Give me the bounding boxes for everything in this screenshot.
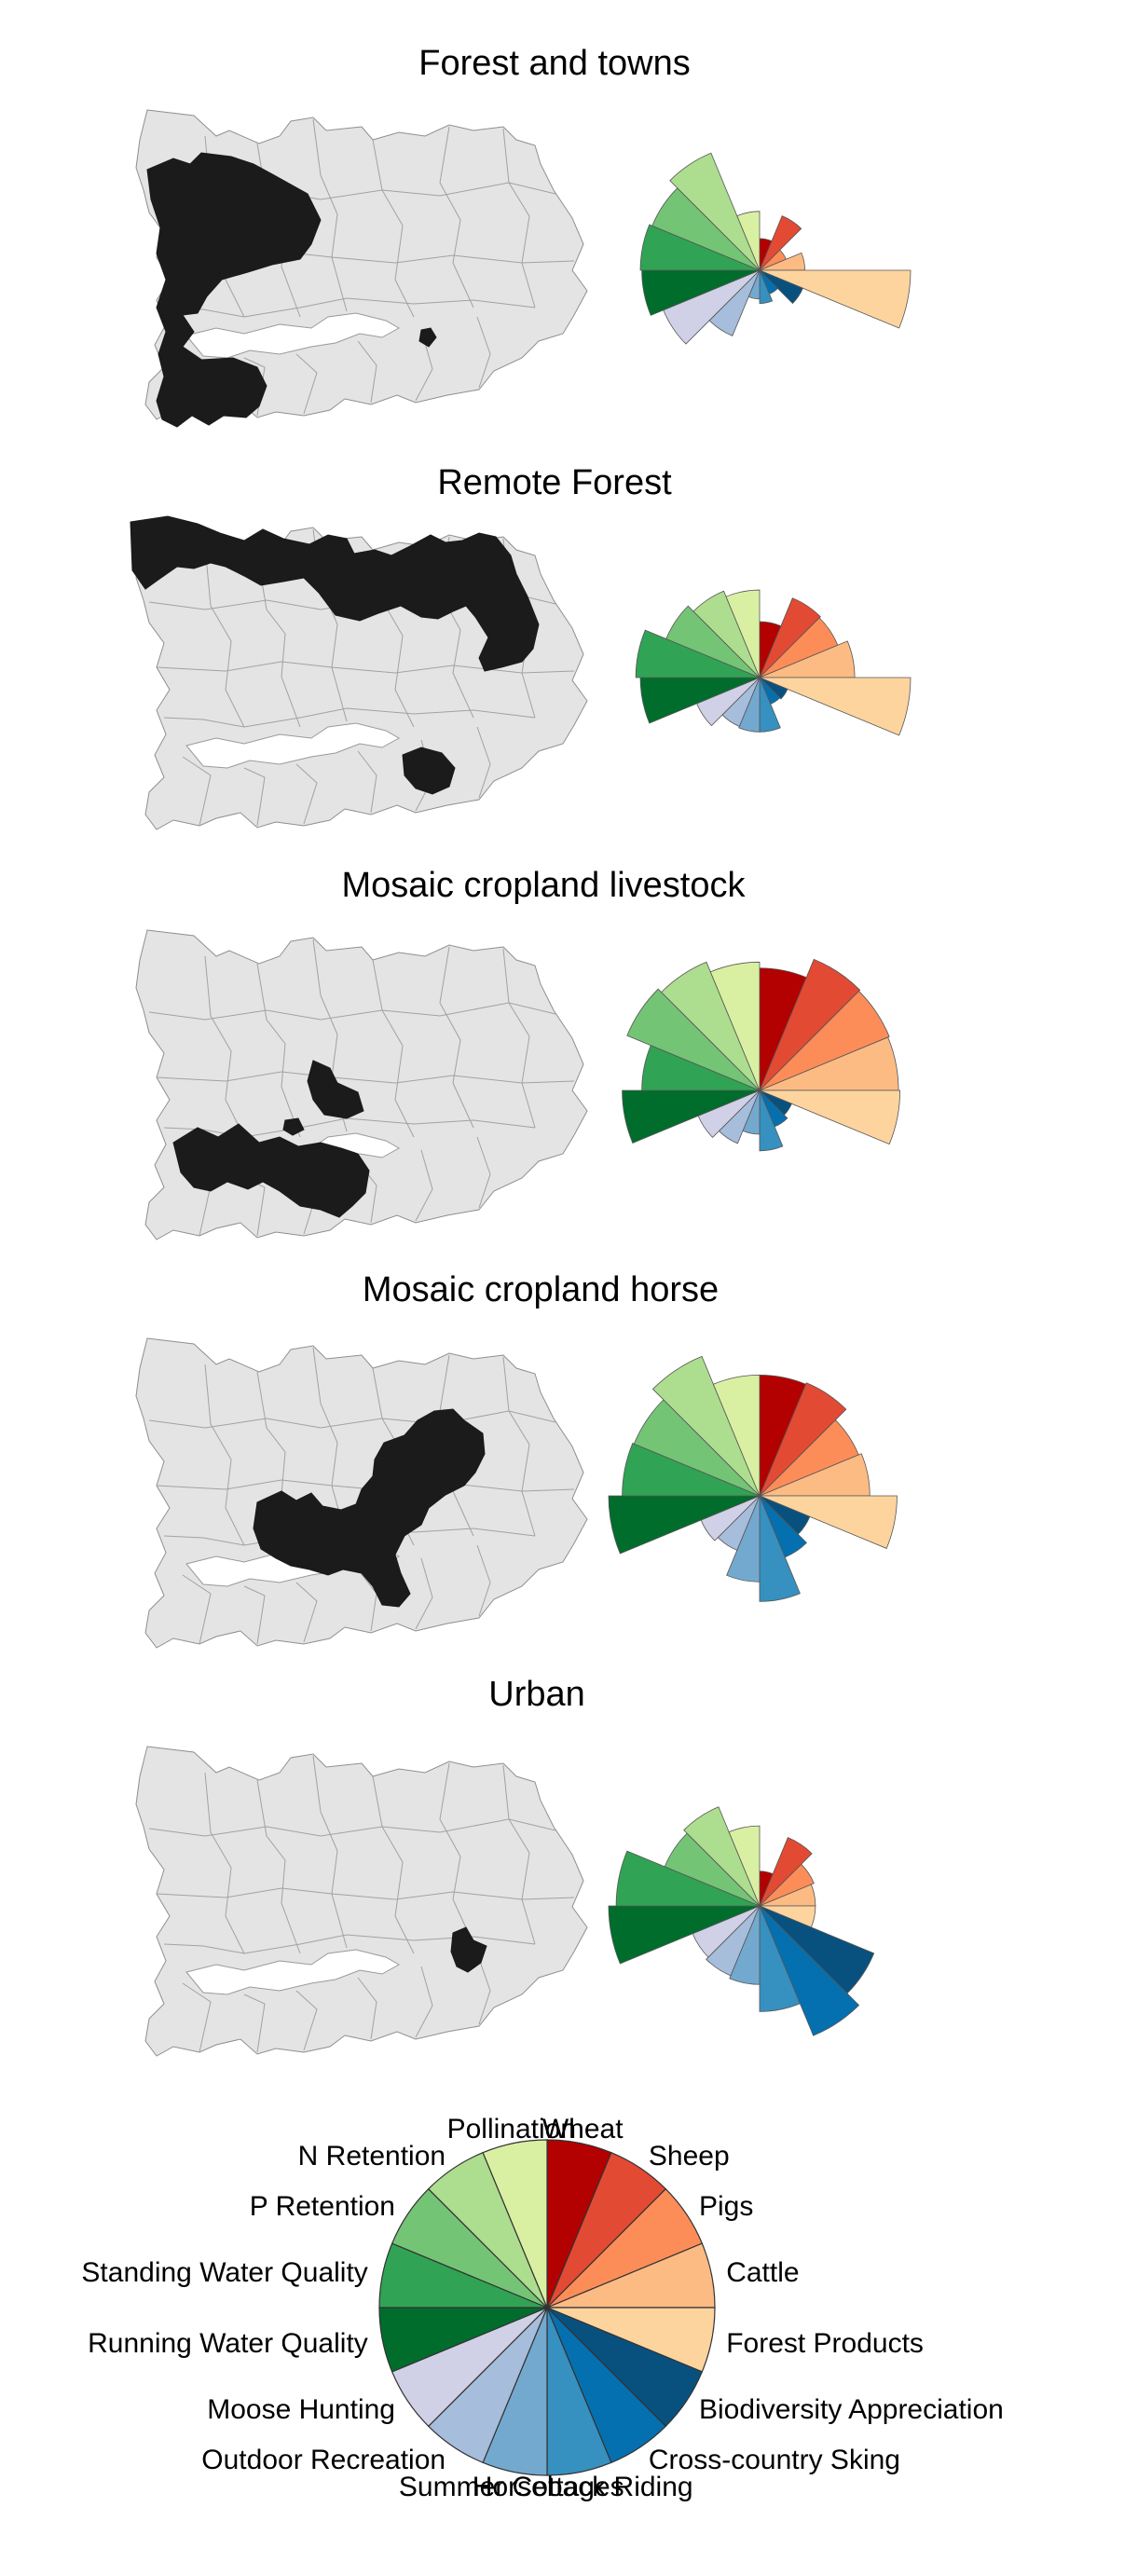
polar-wedge	[728, 1825, 761, 1907]
polar-wedge	[759, 1089, 901, 1145]
polar-wedge	[759, 597, 821, 678]
polar-wedge	[665, 605, 761, 678]
polar-wedge	[759, 1382, 847, 1497]
polar-wedge	[759, 990, 890, 1091]
polar-wedge	[759, 1837, 813, 1907]
polar-wedge	[622, 1443, 761, 1497]
panel-title: Mosaic cropland livestock	[342, 866, 747, 905]
polar-wedge	[651, 1355, 761, 1497]
legend-pie: Wheat Sheep Pigs Cattle Forest Products Biodi…	[81, 2114, 1003, 2502]
polar-wedge	[759, 1863, 815, 1907]
legend-label: Cattle	[726, 2257, 799, 2288]
polar-area-chart	[608, 1355, 898, 1602]
selected-region	[172, 1123, 370, 1218]
legend-label: Running Water Quality	[88, 2328, 368, 2359]
polar-wedge	[639, 224, 761, 271]
polar-wedge	[608, 1905, 761, 1965]
polar-wedge	[712, 1374, 761, 1497]
polar-wedge	[626, 988, 761, 1091]
legend-label: Horseback Riding	[473, 2472, 693, 2502]
polar-wedge	[729, 1905, 761, 1985]
legend-label: Pollination	[447, 2114, 576, 2144]
panel-title: Forest and towns	[418, 44, 690, 83]
legend-label: Wheat	[542, 2114, 624, 2144]
legend-label: Forest Products	[726, 2328, 924, 2359]
polar-wedge	[759, 1089, 784, 1152]
polar-wedge	[759, 269, 912, 329]
selected-region	[450, 1926, 487, 1973]
polar-wedge	[759, 677, 788, 700]
polar-wedge	[615, 1850, 761, 1907]
polar-wedge	[759, 677, 912, 736]
panel-title: Remote Forest	[437, 463, 672, 502]
polar-wedge	[726, 1495, 761, 1583]
legend-label: Pigs	[699, 2191, 753, 2222]
polar-wedge	[759, 269, 803, 305]
legend-label: Biodiversity Appreciation	[699, 2394, 1004, 2425]
selected-region	[130, 515, 540, 672]
legend-label: Outdoor Recreation	[201, 2445, 445, 2475]
map	[135, 929, 588, 1240]
polar-wedge	[725, 589, 761, 678]
legend-label: Sheep	[649, 2141, 730, 2172]
selected-region	[146, 152, 322, 428]
polar-wedge	[759, 1905, 860, 2036]
polar-wedge	[635, 629, 761, 678]
polar-wedge	[759, 958, 861, 1091]
polar-wedge	[661, 961, 761, 1091]
polar-area-chart	[608, 1806, 875, 2036]
legend-label: Standing Water Quality	[81, 2257, 367, 2288]
polar-wedge	[622, 1089, 761, 1144]
polar-wedge	[736, 211, 761, 271]
legend-label: N Retention	[298, 2141, 445, 2172]
polar-wedge	[759, 1495, 801, 1602]
polar-area-chart	[635, 589, 912, 736]
panel-title: Urban	[488, 1675, 585, 1714]
polar-wedge	[608, 1495, 761, 1555]
polar-wedge	[669, 152, 761, 271]
panel-title: Mosaic cropland horse	[363, 1270, 719, 1309]
polar-wedge	[738, 677, 761, 733]
polar-wedge	[692, 590, 761, 678]
map	[135, 1746, 588, 2057]
legend-label: P Retention	[250, 2191, 395, 2222]
polar-wedge	[709, 961, 761, 1091]
map	[130, 515, 588, 830]
polar-wedge	[683, 1806, 761, 1907]
polar-wedge	[759, 215, 802, 271]
legend-label: Summer Cottages	[399, 2472, 624, 2502]
map	[135, 109, 588, 428]
legend-label: Moose Hunting	[207, 2394, 395, 2425]
polar-wedge	[759, 1905, 801, 2012]
polar-wedge	[759, 1495, 898, 1549]
polar-wedge	[706, 1905, 761, 1977]
polar-area-chart	[639, 152, 912, 345]
polar-area-chart	[622, 958, 901, 1152]
polar-wedge	[759, 269, 774, 305]
selected-region	[253, 1408, 486, 1608]
legend-slice	[482, 2139, 548, 2309]
legend-label: Cross-country Sking	[649, 2445, 900, 2475]
map	[135, 1337, 588, 1649]
